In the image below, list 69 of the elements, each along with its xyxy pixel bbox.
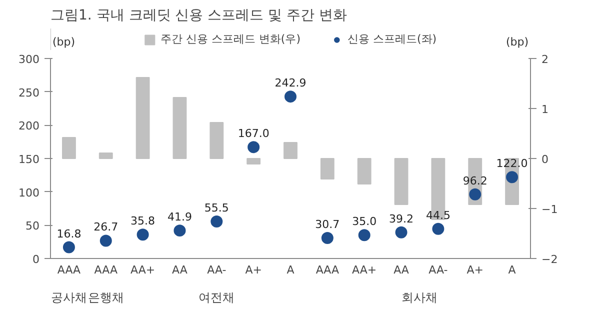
chart-title: 그림1. 국내 크레딧 신용 스프레드 및 주간 변화 [50, 8, 348, 24]
y-tick-label: 200 [18, 120, 40, 133]
text: 공사채 [50, 290, 87, 304]
x-tick-label: AA- [428, 264, 448, 276]
x-tick-label: AA+ [352, 264, 377, 276]
y2-tick-label: 1 [542, 103, 548, 116]
y-tick-label: 300 [18, 53, 40, 66]
data-label: 44.5 [426, 208, 450, 222]
bar [62, 137, 76, 159]
data-label: 35.0 [352, 215, 377, 228]
data-label: 16.8 [56, 227, 82, 240]
data-label: 167.0 [238, 127, 270, 140]
x-tick-label: AA [172, 264, 188, 276]
y-tick-label: 0 [32, 253, 40, 266]
point [358, 229, 370, 242]
point [432, 222, 444, 235]
y2-axis-title: (bp) [506, 36, 529, 48]
data-label: 30.7 [315, 218, 340, 232]
bar [136, 77, 150, 159]
y-tick-label: 50 [26, 220, 40, 233]
x-tick-label: AAA [94, 264, 118, 276]
x-tick-label: AA+ [130, 264, 156, 276]
x-tick-label: A+ [466, 264, 484, 276]
y-tick-label: 250 [18, 86, 40, 100]
x-tick-label: AAA [57, 264, 82, 276]
y-axis-title: (bp) [52, 36, 76, 48]
point [284, 90, 296, 103]
data-label: 39.2 [389, 212, 414, 226]
point [100, 234, 112, 247]
point [210, 216, 223, 228]
point [248, 141, 260, 154]
x-tick-label: A [286, 264, 295, 276]
bar [284, 142, 298, 159]
data-label: 242.9 [274, 76, 306, 90]
data-label: 55.5 [204, 202, 229, 214]
point [62, 241, 75, 254]
y2-tick-label: −2 [542, 253, 558, 266]
point [174, 224, 186, 237]
point [395, 226, 408, 238]
point [321, 232, 334, 244]
x-tick-label: A+ [245, 264, 262, 276]
data-label: 41.9 [167, 210, 192, 224]
legend-label: 신용 스프레드(좌) [347, 32, 437, 46]
y-tick-label: 100 [18, 186, 40, 200]
data-label: 35.8 [130, 214, 156, 228]
bar [172, 97, 187, 159]
x-tick-label: AA- [207, 264, 226, 276]
text: 은행채 [88, 290, 124, 304]
legend-label: 주간 신용 스프레드 변화(우) [160, 32, 300, 46]
point [136, 228, 149, 241]
x-tick-label: AAA [316, 264, 340, 276]
bar [246, 158, 261, 164]
bar [210, 122, 224, 159]
bar [98, 152, 113, 159]
y2-tick-label: −1 [542, 203, 558, 216]
bar [394, 158, 408, 205]
text: 여전채 [198, 290, 235, 304]
data-label: 122.0 [496, 157, 528, 170]
y2-tick-label: 0 [542, 153, 548, 166]
bar [357, 158, 372, 184]
point [469, 188, 482, 200]
bar [320, 158, 334, 180]
x-tick-label: AA [394, 264, 410, 276]
data-label: 96.2 [462, 174, 488, 188]
y2-tick-label: 2 [542, 53, 548, 66]
text: 회사채 [402, 290, 438, 304]
y-tick-label: 150 [18, 153, 40, 166]
data-label: 26.7 [94, 220, 118, 234]
x-tick-label: A [508, 264, 516, 276]
